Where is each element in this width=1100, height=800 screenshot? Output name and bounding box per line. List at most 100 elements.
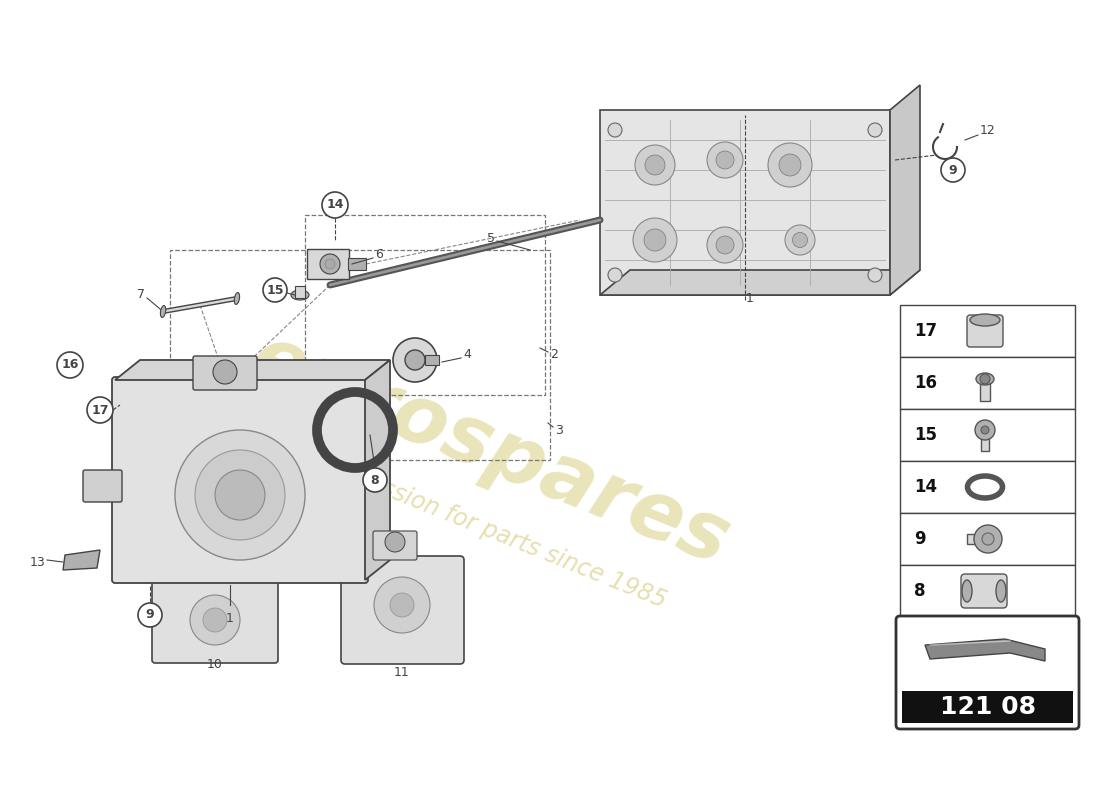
Circle shape <box>214 470 265 520</box>
Bar <box>900 461 1075 513</box>
Circle shape <box>707 142 743 178</box>
Text: 15: 15 <box>914 426 937 444</box>
Bar <box>900 409 1075 461</box>
FancyBboxPatch shape <box>192 356 257 390</box>
Circle shape <box>195 450 285 540</box>
Text: 10: 10 <box>207 658 223 671</box>
Bar <box>980 381 990 401</box>
Circle shape <box>707 227 743 263</box>
Circle shape <box>982 533 994 545</box>
Text: a passion for parts since 1985: a passion for parts since 1985 <box>330 457 670 613</box>
Text: 121 08: 121 08 <box>939 695 1035 719</box>
Circle shape <box>138 603 162 627</box>
Circle shape <box>785 225 815 255</box>
FancyBboxPatch shape <box>961 574 1006 608</box>
Circle shape <box>716 151 734 169</box>
Circle shape <box>974 525 1002 553</box>
Text: 8: 8 <box>371 474 380 486</box>
Polygon shape <box>163 297 238 314</box>
Ellipse shape <box>974 480 997 494</box>
Bar <box>967 534 984 544</box>
Circle shape <box>393 338 437 382</box>
Circle shape <box>374 577 430 633</box>
Text: 16: 16 <box>62 358 79 371</box>
Text: 17: 17 <box>914 322 937 340</box>
Text: 9: 9 <box>914 530 925 548</box>
Text: 17: 17 <box>91 403 109 417</box>
FancyBboxPatch shape <box>112 377 369 583</box>
Bar <box>900 305 1075 357</box>
Bar <box>425 355 439 365</box>
Bar <box>295 286 305 298</box>
Circle shape <box>975 420 996 440</box>
Text: 15: 15 <box>266 283 284 297</box>
Text: 1: 1 <box>746 292 754 305</box>
Circle shape <box>981 426 989 434</box>
Polygon shape <box>365 360 390 580</box>
Text: 3: 3 <box>556 423 563 437</box>
FancyBboxPatch shape <box>373 531 417 560</box>
FancyBboxPatch shape <box>896 616 1079 729</box>
Circle shape <box>87 397 113 423</box>
Ellipse shape <box>970 314 1000 326</box>
Ellipse shape <box>962 580 972 602</box>
Bar <box>900 357 1075 409</box>
Circle shape <box>263 278 287 302</box>
Text: 4: 4 <box>463 349 471 362</box>
FancyBboxPatch shape <box>967 315 1003 347</box>
Text: 9: 9 <box>948 163 957 177</box>
Ellipse shape <box>161 306 166 318</box>
Circle shape <box>363 468 387 492</box>
Bar <box>305 215 544 395</box>
Circle shape <box>190 595 240 645</box>
Polygon shape <box>925 639 1045 661</box>
Circle shape <box>716 236 734 254</box>
Text: 8: 8 <box>914 582 925 600</box>
Polygon shape <box>600 270 920 295</box>
Circle shape <box>980 374 990 384</box>
FancyBboxPatch shape <box>307 249 349 279</box>
Circle shape <box>768 143 812 187</box>
Circle shape <box>608 268 622 282</box>
Text: 6: 6 <box>375 249 383 262</box>
Circle shape <box>645 155 665 175</box>
Circle shape <box>644 229 666 251</box>
Circle shape <box>405 350 425 370</box>
Text: 14: 14 <box>327 198 343 211</box>
Circle shape <box>320 254 340 274</box>
FancyBboxPatch shape <box>600 110 890 295</box>
Bar <box>902 691 1072 723</box>
Circle shape <box>204 608 227 632</box>
Text: 14: 14 <box>914 478 937 496</box>
Circle shape <box>868 268 882 282</box>
Text: 5: 5 <box>487 231 495 245</box>
Circle shape <box>792 233 807 247</box>
FancyBboxPatch shape <box>82 470 122 502</box>
Text: 9: 9 <box>145 609 154 622</box>
Bar <box>900 513 1075 565</box>
Polygon shape <box>890 85 920 295</box>
Circle shape <box>632 218 676 262</box>
Circle shape <box>635 145 675 185</box>
FancyBboxPatch shape <box>341 556 464 664</box>
FancyBboxPatch shape <box>152 577 278 663</box>
Ellipse shape <box>996 580 1006 602</box>
Ellipse shape <box>234 293 240 305</box>
Circle shape <box>213 360 236 384</box>
Circle shape <box>608 123 622 137</box>
Circle shape <box>175 430 305 560</box>
Text: 13: 13 <box>30 555 45 569</box>
Text: 11: 11 <box>394 666 410 678</box>
Circle shape <box>779 154 801 176</box>
Text: eurospares: eurospares <box>240 318 740 582</box>
Bar <box>900 565 1075 617</box>
Text: 1: 1 <box>227 611 234 625</box>
Ellipse shape <box>976 373 994 385</box>
Circle shape <box>324 259 336 269</box>
Bar <box>170 250 550 460</box>
Text: 2: 2 <box>550 349 558 362</box>
Polygon shape <box>116 360 390 380</box>
Circle shape <box>868 123 882 137</box>
Circle shape <box>385 532 405 552</box>
Text: 12: 12 <box>980 123 996 137</box>
